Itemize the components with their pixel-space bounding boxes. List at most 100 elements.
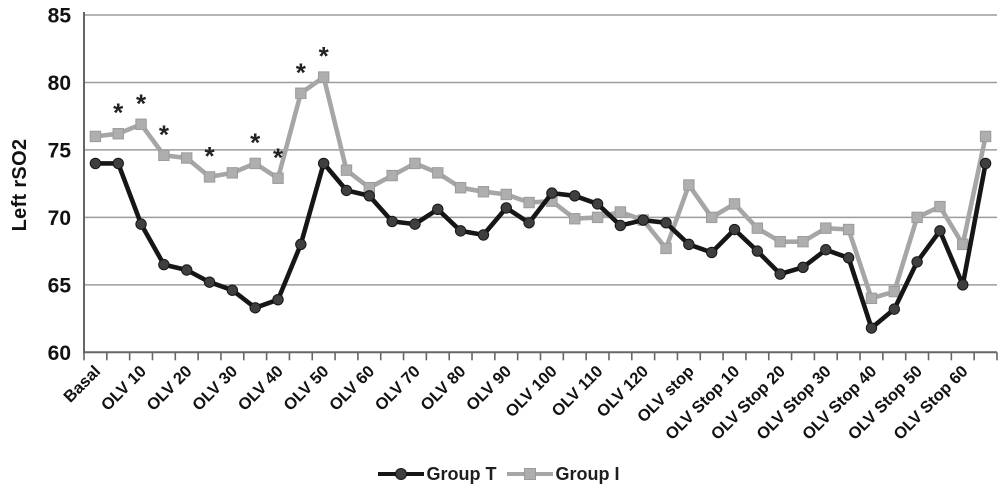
data-point-marker [500,202,512,214]
legend-item-group-t: Group T [377,463,505,485]
data-point-marker [957,279,969,291]
data-point-marker [226,167,239,179]
x-tick-label: OLV 30 [189,362,241,414]
x-tick-label: Basal [60,362,104,406]
data-point-marker [774,235,786,248]
data-point-marker [614,206,627,218]
significance-asterisk: * [319,41,330,71]
y-tick-label: 75 [48,139,72,162]
group-i-line-marker-swatch [506,468,553,480]
group-t-line-marker-swatch [377,468,424,480]
data-point-marker [89,157,102,170]
series-line-group-i [93,74,988,301]
data-point-marker [158,149,170,162]
y-tick-label: 80 [48,72,71,95]
x-tick-label: OLV 10 [98,362,150,414]
data-point-marker [295,87,307,99]
data-point-marker [295,238,307,251]
data-point-marker [705,211,718,224]
legend-label-group-t: Group T [426,463,497,484]
legend-label-group-i: Group I [555,463,620,484]
data-point-marker [865,292,878,305]
data-point-marker [820,222,832,234]
data-point-marker [135,118,147,130]
data-point-marker [797,235,809,248]
significance-asterisk: * [296,57,307,87]
significance-asterisk: * [250,127,261,157]
data-point-marker [454,181,467,194]
y-tick-label: 85 [48,5,72,28]
legend-item-group-i: Group I [506,463,628,485]
data-point-marker [432,203,444,215]
data-point-marker [409,157,421,170]
data-point-marker [272,293,284,306]
data-point-marker [751,222,764,234]
data-point-marker [569,190,581,202]
x-tick-label: OLV 60 [326,362,378,414]
data-point-marker [683,179,695,191]
significance-asterisk: * [204,141,215,171]
data-point-marker [888,285,900,298]
data-point-marker [432,167,444,179]
data-point-marker [454,225,467,237]
data-point-marker [523,196,535,209]
y-tick-label: 60 [48,342,71,365]
data-point-marker [203,171,216,183]
data-point-marker [158,258,170,271]
data-point-marker [911,256,923,268]
data-point-marker [363,190,376,202]
data-point-marker [409,218,421,230]
data-point-marker [317,157,330,170]
data-point-marker [934,200,946,213]
data-point-marker [500,188,512,201]
chart-legend: Group T Group I [0,458,1005,490]
data-point-marker [546,187,558,199]
data-point-marker [751,245,764,257]
data-point-marker [705,246,718,259]
data-point-marker [135,218,147,230]
data-point-marker [523,217,535,229]
data-point-marker [842,223,855,236]
data-point-marker [979,130,992,143]
data-point-marker [591,198,604,210]
y-tick-label: 70 [48,207,71,230]
data-point-marker [911,211,923,224]
data-point-marker [249,157,261,170]
data-point-marker [340,164,353,176]
data-point-marker [797,261,809,274]
y-tick-label: 65 [48,274,72,297]
data-point-marker [317,71,330,83]
data-point-marker [477,186,490,198]
x-tick-label: OLV 20 [143,362,195,414]
data-point-marker [226,284,239,296]
data-point-marker [728,198,741,210]
x-tick-label: OLV 80 [417,362,469,414]
significance-asterisk: * [136,88,147,118]
data-point-marker [181,152,193,164]
y-axis-title: Left rSO2 [9,138,31,232]
data-point-marker [660,242,672,255]
data-point-marker [842,252,855,264]
significance-asterisk: * [159,119,170,149]
data-point-marker [957,238,969,251]
data-point-marker [614,219,627,232]
data-point-marker [637,214,649,226]
data-point-marker [386,169,398,182]
x-tick-label: OLV 50 [280,362,332,414]
data-point-marker [569,213,581,225]
data-point-marker [112,128,124,140]
data-point-marker [386,215,398,228]
significance-asterisk: * [113,98,124,128]
x-tick-label: OLV 40 [235,362,287,414]
data-point-marker [728,223,741,236]
series-line-group-t [93,161,988,331]
data-point-marker [934,225,946,237]
data-point-marker [774,268,786,280]
data-point-marker [888,303,900,315]
x-tick-label: OLV 70 [372,362,424,414]
data-point-marker [272,172,284,184]
data-point-marker [477,229,490,241]
data-point-marker [340,184,353,197]
